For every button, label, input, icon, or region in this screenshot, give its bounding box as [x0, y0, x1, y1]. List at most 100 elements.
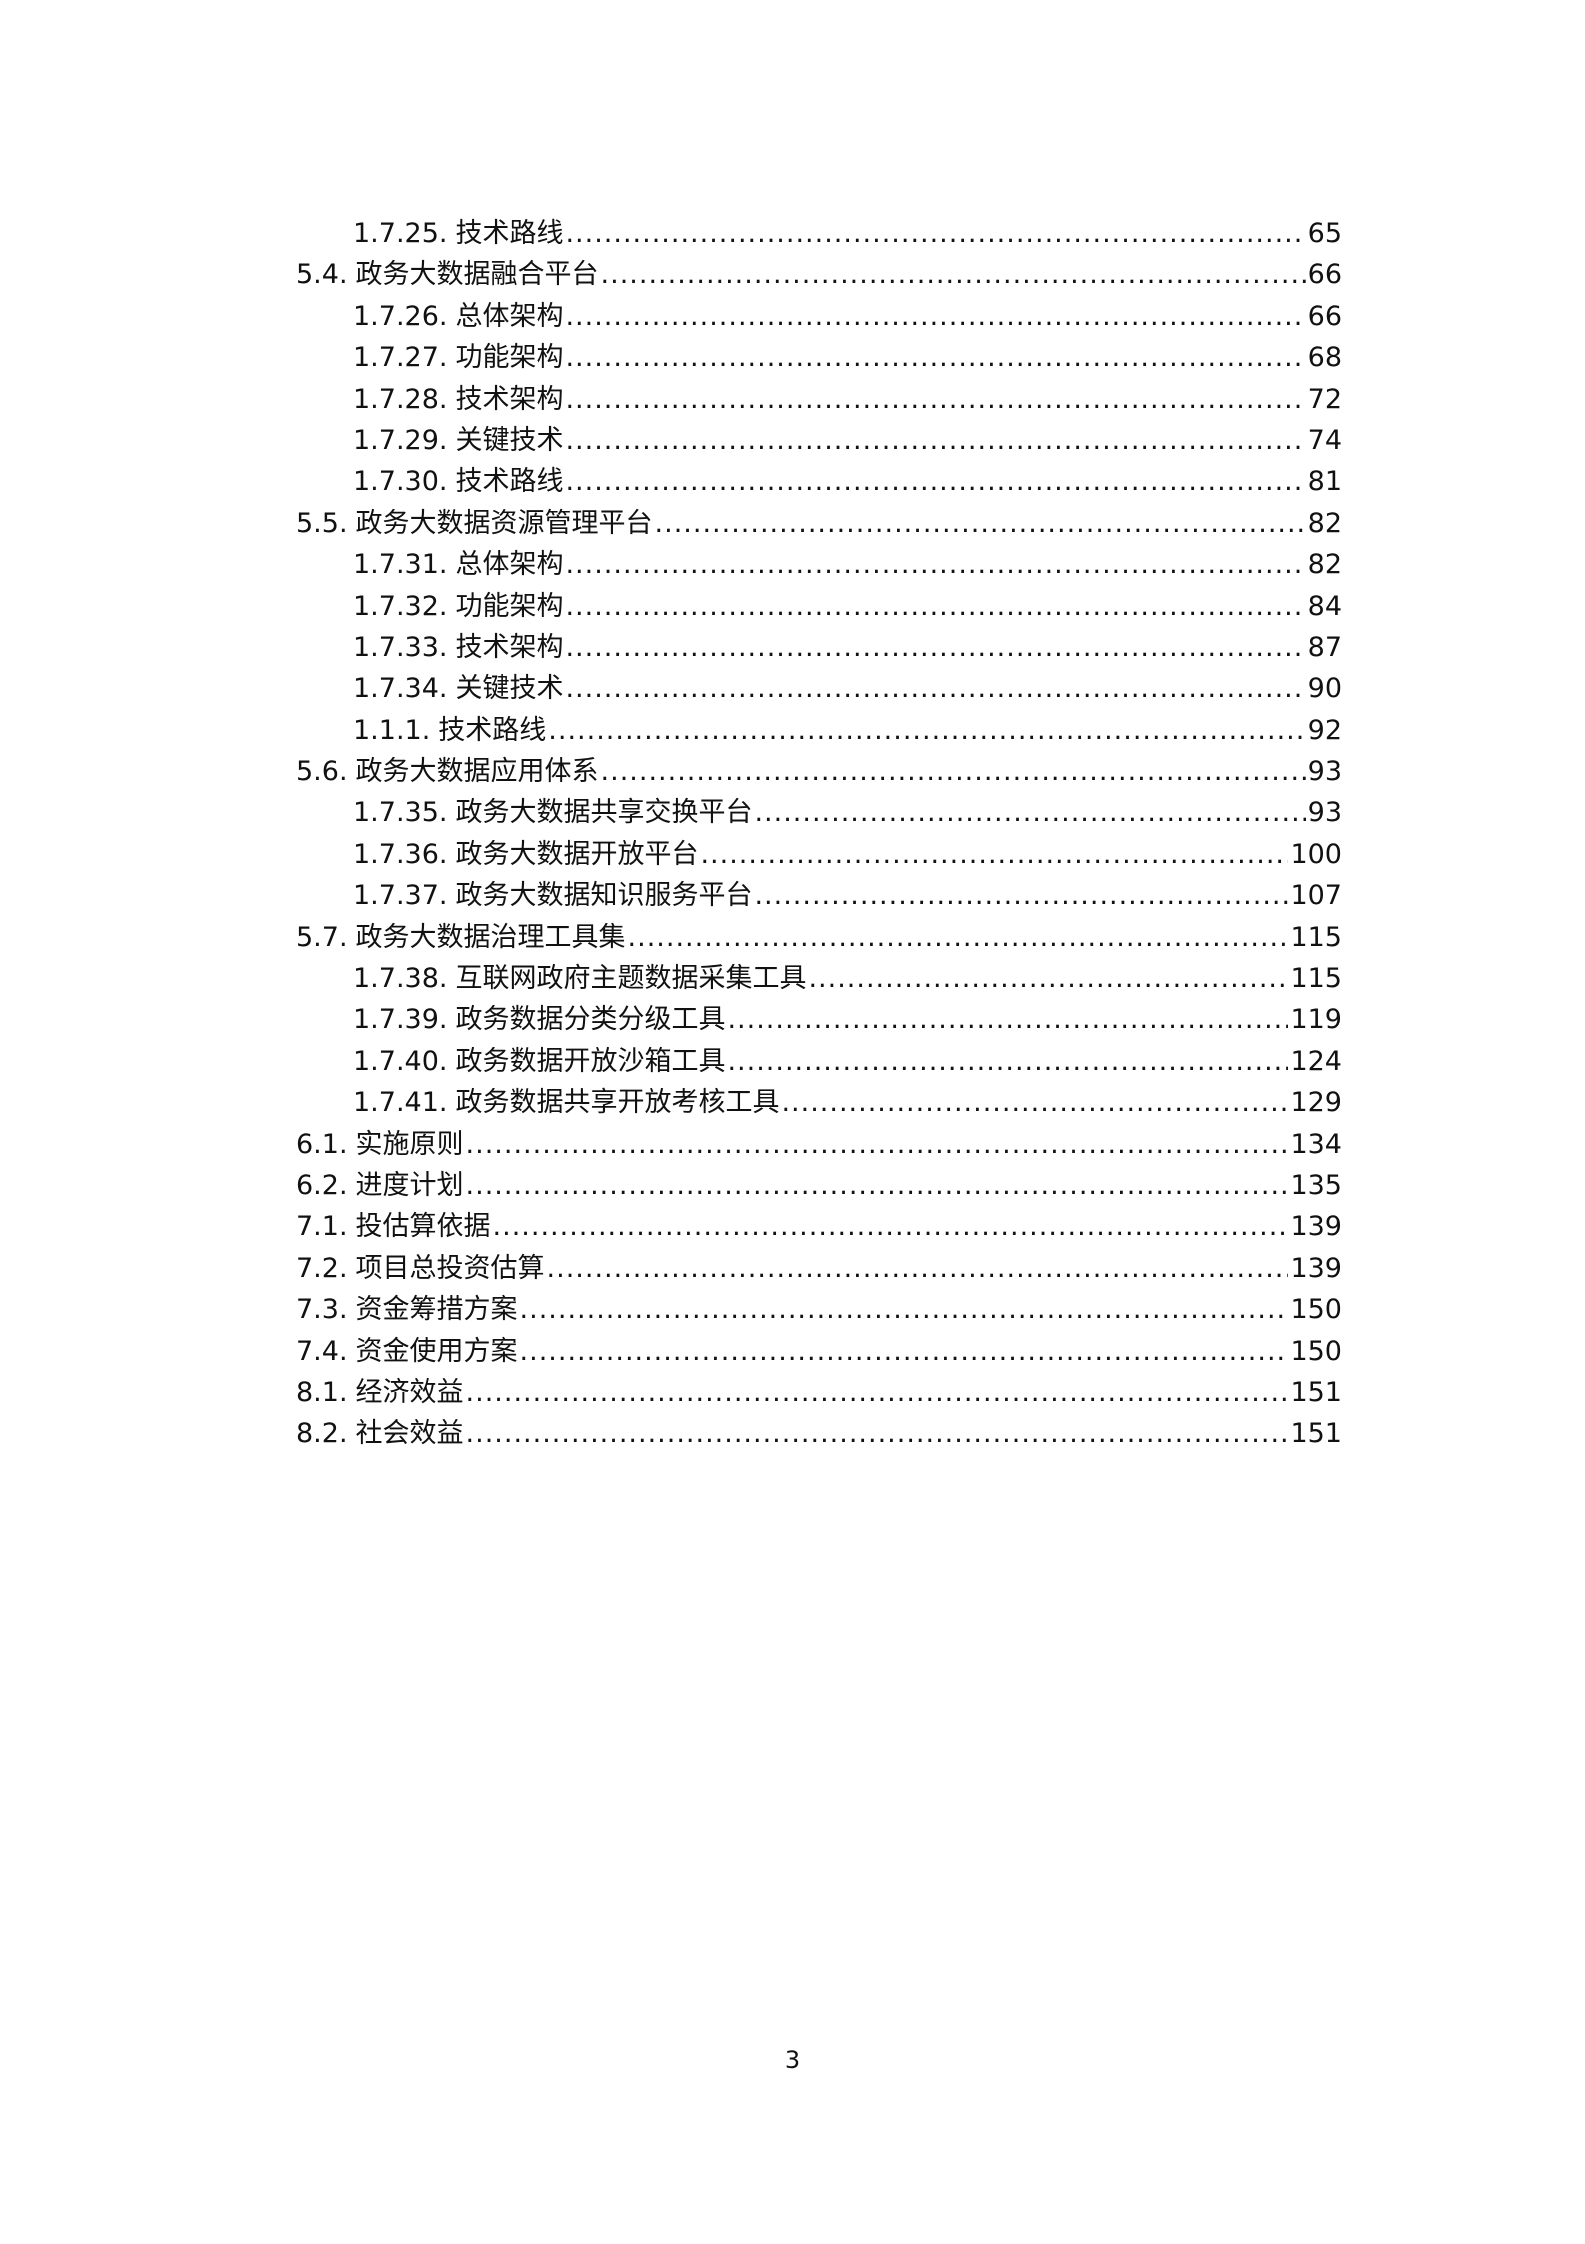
toc-entry[interactable]: 1.7.28.技术架构 72: [296, 379, 1342, 420]
dot-leader: [781, 1082, 1288, 1123]
toc-entry-title: 总体架构: [455, 300, 564, 332]
toc-entry-number: 7.4.: [296, 1335, 348, 1367]
toc-entry-number: 1.7.29.: [353, 424, 448, 456]
dot-leader: [565, 668, 1305, 709]
toc-entry[interactable]: 1.7.35.政务大数据共享交换平台 93: [296, 792, 1342, 833]
toc-entry-number: 1.7.40.: [353, 1045, 448, 1077]
toc-entry[interactable]: 8.1.经济效益 151: [296, 1372, 1342, 1413]
dot-leader: [565, 461, 1305, 502]
toc-entry-title: 政务大数据融合平台: [355, 259, 599, 291]
dot-leader: [548, 710, 1305, 751]
toc-entry-number: 1.7.38.: [353, 963, 448, 995]
toc-entry-title: 进度计划: [355, 1169, 464, 1201]
toc-entry-number: 1.7.31.: [353, 549, 448, 581]
toc-entry-number: 1.7.33.: [353, 631, 448, 663]
toc-entry-title: 政务大数据共享交换平台: [455, 797, 753, 829]
toc-entry[interactable]: 1.7.27.功能架构 68: [296, 337, 1342, 378]
toc-entry-number: 5.5.: [296, 507, 348, 539]
dot-leader: [493, 1206, 1289, 1247]
toc-entry-page: 129: [1290, 1087, 1342, 1119]
toc-entry-page: 92: [1307, 714, 1342, 746]
toc-entry[interactable]: 1.7.38.互联网政府主题数据采集工具 115: [296, 958, 1342, 999]
toc-entry[interactable]: 7.2.项目总投资估算 139: [296, 1248, 1342, 1289]
toc-entry-title: 政务数据分类分级工具: [455, 1004, 726, 1036]
dot-leader: [808, 958, 1288, 999]
toc-entry[interactable]: 8.2.社会效益 151: [296, 1413, 1342, 1454]
toc-entry-page: 72: [1307, 383, 1342, 415]
dot-leader: [727, 999, 1288, 1040]
toc-entry[interactable]: 7.1.投估算依据 139: [296, 1206, 1342, 1247]
toc-entry[interactable]: 6.2.进度计划 135: [296, 1165, 1342, 1206]
toc-entry[interactable]: 5.5.政务大数据资源管理平台 82: [296, 503, 1342, 544]
toc-entry-number: 1.7.37.: [353, 880, 448, 912]
toc-entry[interactable]: 1.7.36.政务大数据开放平台 100: [296, 834, 1342, 875]
toc-entry[interactable]: 1.1.1.技术路线 92: [296, 710, 1342, 751]
toc-entry-page: 119: [1290, 1004, 1342, 1036]
dot-leader: [565, 586, 1305, 627]
toc-entry[interactable]: 5.6.政务大数据应用体系 93: [296, 751, 1342, 792]
toc-entry[interactable]: 1.7.37.政务大数据知识服务平台 107: [296, 875, 1342, 916]
toc-entry-number: 8.1.: [296, 1376, 348, 1408]
dot-leader: [466, 1124, 1289, 1165]
dot-leader: [601, 254, 1306, 295]
toc-entry-page: 90: [1307, 673, 1342, 705]
toc-entry-number: 1.1.1.: [353, 714, 431, 746]
toc-entry-number: 7.1.: [296, 1211, 348, 1243]
toc-entry[interactable]: 5.4.政务大数据融合平台 66: [296, 254, 1342, 295]
dot-leader: [628, 917, 1289, 958]
toc-entry[interactable]: 1.7.41.政务数据共享开放考核工具 129: [296, 1082, 1342, 1123]
toc-entry-number: 6.2.: [296, 1169, 348, 1201]
toc-entry[interactable]: 1.7.34.关键技术 90: [296, 668, 1342, 709]
toc-entry-page: 107: [1290, 880, 1342, 912]
dot-leader: [565, 379, 1305, 420]
toc-entry-page: 139: [1290, 1211, 1342, 1243]
toc-entry-page: 68: [1307, 342, 1342, 374]
toc-entry[interactable]: 6.1.实施原则 134: [296, 1124, 1342, 1165]
toc-entry-page: 135: [1290, 1169, 1342, 1201]
dot-leader: [547, 1248, 1289, 1289]
toc-entry[interactable]: 7.4.资金使用方案 150: [296, 1331, 1342, 1372]
toc-entry-page: 81: [1307, 466, 1342, 498]
toc-entry[interactable]: 1.7.29.关键技术 74: [296, 420, 1342, 461]
toc-entry-title: 政务大数据应用体系: [355, 756, 599, 788]
toc-entry[interactable]: 7.3.资金筹措方案 150: [296, 1289, 1342, 1330]
toc-entry-title: 互联网政府主题数据采集工具: [455, 963, 807, 995]
dot-leader: [754, 875, 1288, 916]
toc-entry[interactable]: 1.7.31.总体架构 82: [296, 544, 1342, 585]
toc-entry-page: 115: [1290, 963, 1342, 995]
toc-entry-title: 政务大数据开放平台: [455, 838, 699, 870]
toc-entry-page: 100: [1290, 838, 1342, 870]
dot-leader: [601, 751, 1306, 792]
toc-entry-page: 134: [1290, 1128, 1342, 1160]
toc-entry-title: 项目总投资估算: [355, 1252, 545, 1284]
toc-entry[interactable]: 5.7.政务大数据治理工具集 115: [296, 917, 1342, 958]
toc-entry-number: 1.7.28.: [353, 383, 448, 415]
toc-entry-number: 1.7.27.: [353, 342, 448, 374]
toc-entry-number: 1.7.39.: [353, 1004, 448, 1036]
toc-entry[interactable]: 1.7.26.总体架构 66: [296, 296, 1342, 337]
toc-entry[interactable]: 1.7.39.政务数据分类分级工具 119: [296, 999, 1342, 1040]
toc-entry-number: 7.3.: [296, 1294, 348, 1326]
toc-entry-number: 1.7.36.: [353, 838, 448, 870]
toc-entry[interactable]: 1.7.30.技术路线 81: [296, 461, 1342, 502]
toc-entry-number: 1.7.30.: [353, 466, 448, 498]
toc-entry-title: 技术架构: [455, 383, 564, 415]
page-number: 3: [784, 2046, 801, 2074]
toc-entry-title: 政务大数据资源管理平台: [355, 507, 653, 539]
dot-leader: [520, 1331, 1289, 1372]
toc-entry-title: 技术路线: [455, 466, 564, 498]
toc-entry-title: 政务数据共享开放考核工具: [455, 1087, 780, 1119]
toc-entry-title: 资金使用方案: [355, 1335, 518, 1367]
table-of-contents: 1.7.25.技术路线655.4.政务大数据融合平台661.7.26.总体架构6…: [296, 213, 1342, 1455]
toc-entry-title: 总体架构: [455, 549, 564, 581]
toc-entry-number: 1.7.35.: [353, 797, 448, 829]
toc-entry[interactable]: 1.7.32.功能架构 84: [296, 586, 1342, 627]
toc-entry-number: 1.7.32.: [353, 590, 448, 622]
toc-entry[interactable]: 1.7.33.技术架构 87: [296, 627, 1342, 668]
toc-entry-page: 93: [1307, 756, 1342, 788]
dot-leader: [565, 627, 1305, 668]
toc-entry[interactable]: 1.7.40.政务数据开放沙箱工具 124: [296, 1041, 1342, 1082]
toc-entry[interactable]: 1.7.25.技术路线 65: [296, 213, 1342, 254]
toc-entry-page: 74: [1307, 424, 1342, 456]
toc-entry-number: 6.1.: [296, 1128, 348, 1160]
